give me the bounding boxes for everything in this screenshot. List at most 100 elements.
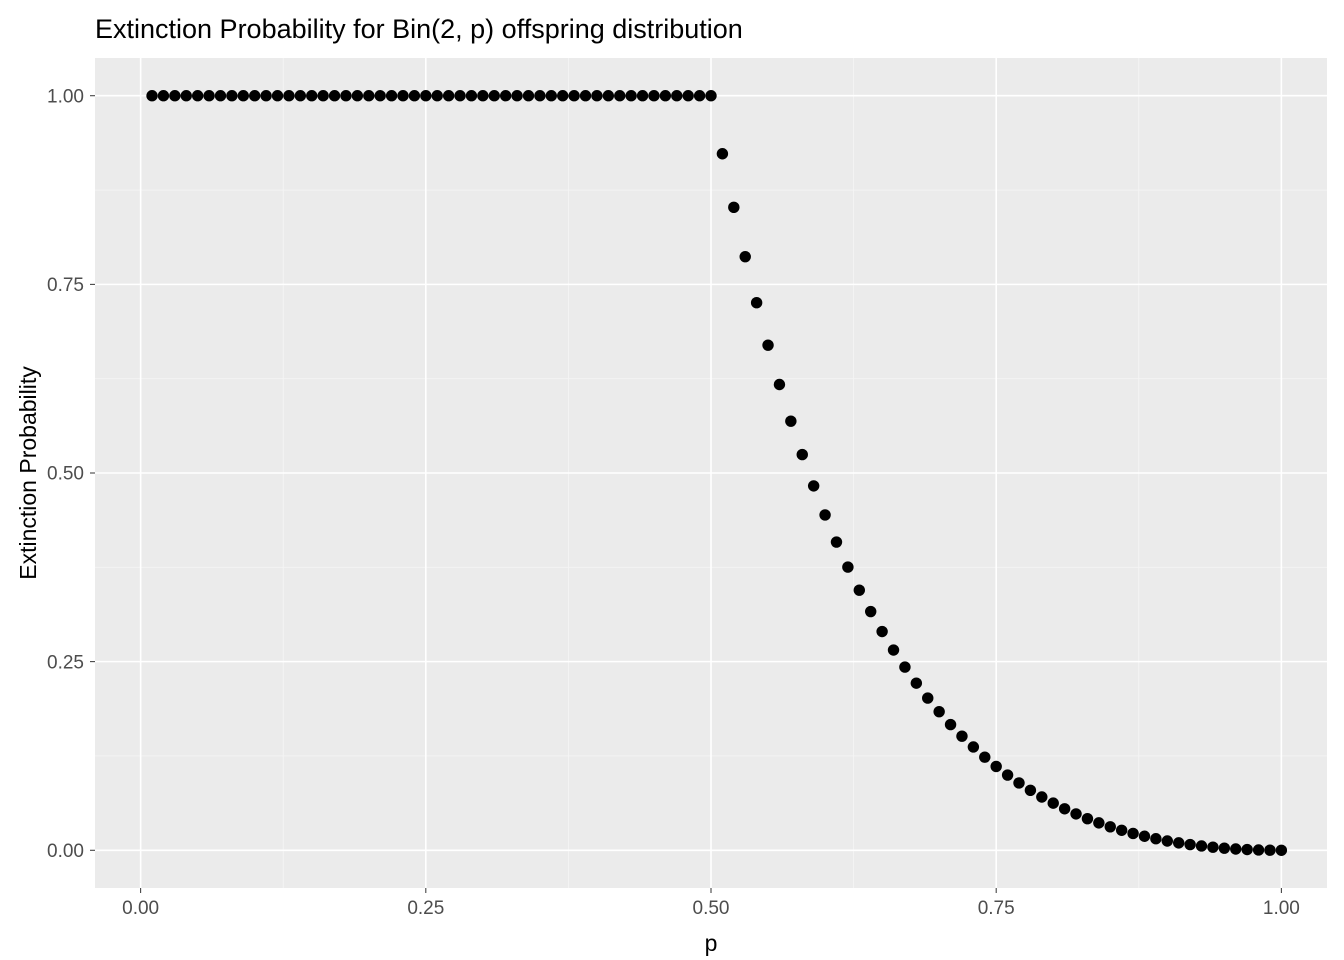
data-point bbox=[899, 661, 910, 672]
y-tick-label: 0.25 bbox=[47, 652, 84, 673]
data-point bbox=[557, 90, 568, 101]
data-point bbox=[694, 90, 705, 101]
data-point bbox=[751, 297, 762, 308]
data-point bbox=[568, 90, 579, 101]
data-point bbox=[546, 90, 557, 101]
data-point bbox=[990, 761, 1001, 772]
data-point bbox=[1093, 817, 1104, 828]
data-point bbox=[785, 415, 796, 426]
data-point bbox=[580, 90, 591, 101]
data-point bbox=[831, 536, 842, 547]
data-point bbox=[1219, 842, 1230, 853]
data-point bbox=[1207, 841, 1218, 852]
data-point bbox=[511, 90, 522, 101]
data-point bbox=[1184, 839, 1195, 850]
data-point bbox=[1105, 821, 1116, 832]
data-point bbox=[500, 90, 511, 101]
data-point bbox=[854, 584, 865, 595]
plot-title: Extinction Probability for Bin(2, p) off… bbox=[95, 14, 743, 44]
data-point bbox=[614, 90, 625, 101]
data-point bbox=[705, 90, 716, 101]
data-point bbox=[432, 90, 443, 101]
data-point bbox=[591, 90, 602, 101]
y-axis-title: Extinction Probability bbox=[15, 366, 41, 580]
data-point bbox=[466, 90, 477, 101]
scatter-chart: 0.000.250.500.751.000.000.250.500.751.00… bbox=[0, 0, 1344, 960]
data-point bbox=[443, 90, 454, 101]
data-point bbox=[1173, 837, 1184, 848]
data-point bbox=[648, 90, 659, 101]
data-point bbox=[740, 251, 751, 262]
data-point bbox=[625, 90, 636, 101]
data-point bbox=[523, 90, 534, 101]
data-point bbox=[1127, 828, 1138, 839]
data-point bbox=[238, 90, 249, 101]
data-point bbox=[819, 509, 830, 520]
data-point bbox=[728, 202, 739, 213]
data-point bbox=[762, 339, 773, 350]
data-point bbox=[146, 90, 157, 101]
data-point bbox=[842, 561, 853, 572]
data-point bbox=[283, 90, 294, 101]
data-point bbox=[477, 90, 488, 101]
data-point bbox=[260, 90, 271, 101]
data-point bbox=[534, 90, 545, 101]
data-point bbox=[1139, 831, 1150, 842]
x-tick-label: 0.00 bbox=[122, 898, 159, 919]
data-point bbox=[1196, 840, 1207, 851]
data-point bbox=[1264, 844, 1275, 855]
data-point bbox=[603, 90, 614, 101]
data-point bbox=[888, 644, 899, 655]
x-axis-title: p bbox=[705, 930, 718, 956]
data-point bbox=[956, 730, 967, 741]
data-point bbox=[1036, 791, 1047, 802]
data-point bbox=[317, 90, 328, 101]
data-point bbox=[968, 741, 979, 752]
data-point bbox=[454, 90, 465, 101]
x-tick-label: 0.75 bbox=[978, 898, 1015, 919]
x-tick-label: 0.50 bbox=[693, 898, 730, 919]
data-point bbox=[671, 90, 682, 101]
data-point bbox=[1150, 833, 1161, 844]
data-point bbox=[1048, 797, 1059, 808]
data-point bbox=[933, 706, 944, 717]
data-point bbox=[660, 90, 671, 101]
data-point bbox=[420, 90, 431, 101]
data-point bbox=[352, 90, 363, 101]
data-point bbox=[911, 677, 922, 688]
data-point bbox=[1002, 769, 1013, 780]
data-point bbox=[169, 90, 180, 101]
data-point bbox=[363, 90, 374, 101]
data-point bbox=[158, 90, 169, 101]
data-point bbox=[1070, 808, 1081, 819]
data-point bbox=[329, 90, 340, 101]
data-point bbox=[717, 148, 728, 159]
data-point bbox=[1230, 843, 1241, 854]
data-point bbox=[1276, 845, 1287, 856]
data-point bbox=[945, 719, 956, 730]
data-point bbox=[340, 90, 351, 101]
data-point bbox=[1013, 777, 1024, 788]
data-point bbox=[306, 90, 317, 101]
data-point bbox=[1116, 825, 1127, 836]
x-tick-label: 0.25 bbox=[407, 898, 444, 919]
y-tick-label: 0.00 bbox=[47, 841, 84, 862]
data-point bbox=[215, 90, 226, 101]
data-point bbox=[1241, 844, 1252, 855]
data-point bbox=[181, 90, 192, 101]
data-point bbox=[922, 692, 933, 703]
data-point bbox=[409, 90, 420, 101]
data-point bbox=[374, 90, 385, 101]
data-point bbox=[1025, 785, 1036, 796]
data-point bbox=[797, 449, 808, 460]
data-point bbox=[397, 90, 408, 101]
data-point bbox=[979, 751, 990, 762]
data-point bbox=[1253, 844, 1264, 855]
data-point bbox=[272, 90, 283, 101]
data-point bbox=[865, 606, 876, 617]
data-point bbox=[682, 90, 693, 101]
data-point bbox=[489, 90, 500, 101]
y-tick-label: 1.00 bbox=[47, 86, 84, 107]
data-point bbox=[226, 90, 237, 101]
x-tick-label: 1.00 bbox=[1263, 898, 1300, 919]
